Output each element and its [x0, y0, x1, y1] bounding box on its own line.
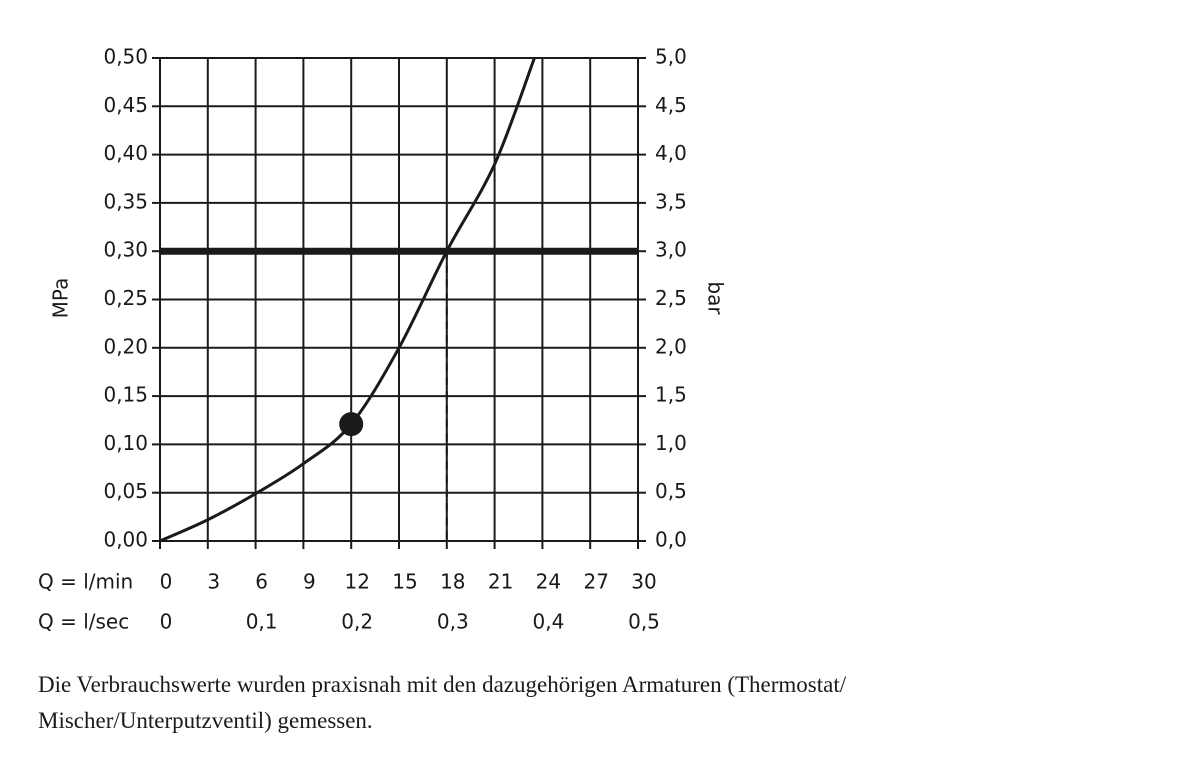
x2-tick-label: 0 [160, 610, 173, 634]
y2-tick-label: 1,5 [655, 383, 687, 407]
x2-tick-label: 0,5 [628, 610, 660, 634]
y2-axis-label: bar [704, 281, 728, 315]
x-tick-label: 6 [255, 570, 268, 594]
x-tick-label: 18 [440, 570, 465, 594]
y-tick-label: 0,10 [103, 431, 148, 455]
x-tick-label: 15 [392, 570, 417, 594]
y-tick-label: 0,35 [103, 189, 148, 213]
y2-tick-label: 4,0 [655, 141, 687, 165]
x-tick-label: 30 [631, 570, 656, 594]
y-tick-label: 0,40 [103, 141, 148, 165]
y2-tick-label: 0,5 [655, 479, 687, 503]
x-tick-label: 3 [207, 570, 220, 594]
y2-tick-label: 2,5 [655, 286, 687, 310]
x-tick-label: 9 [303, 570, 316, 594]
x-tick-label: 21 [488, 570, 513, 594]
x2-tick-label: 0,1 [246, 610, 278, 634]
x2-tick-label: 0,3 [437, 610, 469, 634]
y-tick-label: 0,50 [103, 45, 148, 69]
x-tick-label: 24 [536, 570, 561, 594]
y-tick-label: 0,45 [103, 93, 148, 117]
x2-tick-label: 0,2 [341, 610, 373, 634]
highlight-point [339, 412, 364, 437]
caption-line: Die Verbrauchswerte wurden praxisnah mit… [38, 672, 847, 697]
y-tick-label: 0,00 [103, 528, 148, 552]
caption-line: Mischer/Unterputzventil) gemessen. [38, 708, 373, 733]
x-axis-label: Q = l/min [38, 570, 133, 594]
y2-tick-label: 3,0 [655, 238, 687, 262]
y2-tick-label: 0,0 [655, 528, 687, 552]
x-tick-label: 0 [160, 570, 173, 594]
y2-tick-label: 4,5 [655, 93, 687, 117]
y2-tick-label: 5,0 [655, 45, 687, 69]
y-tick-label: 0,25 [103, 286, 148, 310]
curve [159, 57, 536, 543]
x-tick-label: 12 [344, 570, 369, 594]
y-tick-label: 0,05 [103, 479, 148, 503]
y-tick-label: 0,30 [103, 238, 148, 262]
y2-tick-label: 1,0 [655, 431, 687, 455]
y-tick-label: 0,15 [103, 383, 148, 407]
y2-tick-label: 2,0 [655, 334, 687, 358]
x2-tick-label: 0,4 [532, 610, 564, 634]
x-tick-label: 27 [583, 570, 608, 594]
y-tick-label: 0,20 [103, 334, 148, 358]
y2-tick-label: 3,5 [655, 189, 687, 213]
x2-axis-label: Q = l/sec [38, 610, 129, 634]
y-axis-label: MPa [49, 278, 73, 319]
